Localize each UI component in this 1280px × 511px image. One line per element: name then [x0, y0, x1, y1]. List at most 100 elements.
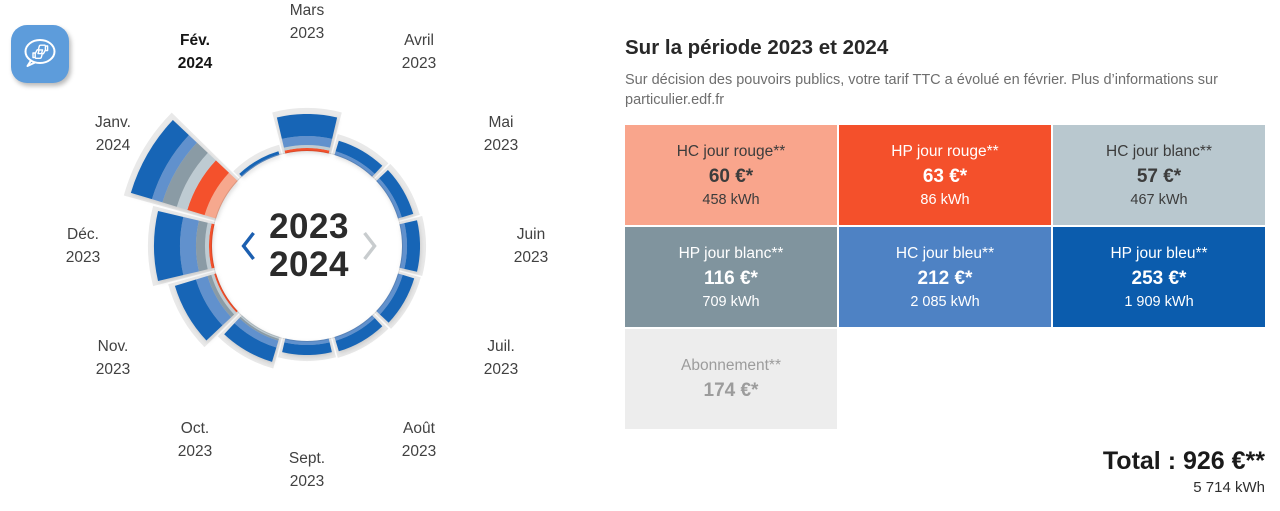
month-wedge-dec-2023[interactable] — [153, 211, 215, 281]
band-hp-jour-rouge — [284, 148, 330, 154]
period-label: 2023 2024 — [269, 208, 349, 284]
tile-label: Abonnement** — [681, 356, 781, 374]
month-year: 2023 — [95, 361, 131, 378]
month-name: Avril — [404, 32, 434, 49]
wheel-inner-edge — [211, 150, 403, 342]
month-wedge-juin-2023[interactable] — [399, 220, 420, 272]
tile-energy: 458 kWh — [702, 191, 760, 208]
band-hp-jour-bleu — [153, 211, 184, 281]
tariff-grid: HC jour rouge** 60 €* 458 kWh HP jour rouge… — [625, 125, 1265, 429]
tile-label: HP jour blanc** — [678, 244, 784, 262]
month-year: 2023 — [65, 249, 101, 266]
band-hp-jour-bleu — [174, 279, 223, 341]
band-hp-jour-bleu — [224, 323, 277, 362]
band-hc-jour-bleu — [399, 223, 408, 269]
band-hc-jour-bleu — [334, 315, 375, 341]
tile-label: HP jour bleu** — [1110, 244, 1208, 262]
band-hp-jour-bleu — [379, 170, 414, 218]
panel-title: Sur la période 2023 et 2024 — [625, 36, 889, 59]
month-label-dec-2023: Déc. 2023 — [66, 223, 100, 269]
band-hc-jour-blanc — [176, 152, 216, 210]
band-hp-jour-bleu — [282, 342, 332, 355]
consumption-wheel-svg — [123, 108, 427, 369]
period-selector: 2023 2024 — [240, 208, 378, 284]
tariff-evolution-note: Sur décision des pouvoirs publics, votre… — [625, 72, 1218, 108]
thumbs-feedback-icon — [19, 33, 61, 75]
tile-hc-jour-rouge: HC jour rouge** 60 €* 458 kWh — [625, 125, 837, 225]
total-amount: Total : 926 €** — [1102, 447, 1265, 475]
next-period-button[interactable] — [362, 230, 378, 262]
tile-hp-jour-rouge: HP jour rouge** 63 €* 86 kWh — [839, 125, 1051, 225]
month-wedge-juil-2023[interactable] — [376, 273, 415, 323]
month-name: Sept. — [288, 450, 326, 467]
month-label-mai-2023: Mai 2023 — [484, 111, 518, 157]
month-wedge-nov-2023[interactable] — [174, 273, 238, 341]
month-label-oct-2023: Oct. 2023 — [178, 417, 212, 463]
tile-value: 253 €* — [1131, 267, 1187, 289]
band-hc-jour-bleu — [151, 135, 197, 203]
month-name: Août — [403, 420, 435, 437]
band-hp-jour-blanc — [195, 220, 208, 272]
month-year: 2023 — [177, 443, 213, 460]
band-hp-jour-bleu — [335, 318, 383, 352]
month-wedge-mai-2023[interactable] — [376, 170, 414, 219]
month-wedge-avril-2023[interactable] — [334, 140, 383, 177]
band-hp-jour-bleu — [276, 114, 338, 139]
tile-value: 116 €* — [704, 267, 758, 289]
month-wedge-janv-2024[interactable] — [130, 120, 238, 219]
tile-abonnement: Abonnement** 174 €* — [625, 329, 837, 429]
band-hp-jour-blanc — [239, 316, 279, 341]
band-hc-jour-blanc — [240, 315, 280, 339]
month-year: 2024 — [95, 137, 131, 154]
tile-value: 57 €* — [1136, 165, 1182, 187]
band-hc-jour-bleu — [376, 178, 402, 219]
month-wedge-aout-2023[interactable] — [334, 315, 383, 352]
month-wedge-sept-2023[interactable] — [282, 338, 332, 355]
tile-value: 212 €* — [917, 267, 973, 289]
month-wedge-mars-2023[interactable] — [276, 114, 338, 154]
month-name: Oct. — [180, 420, 210, 437]
month-label-fev-2024: Fév. 2024 — [178, 29, 212, 75]
feedback-button[interactable] — [11, 25, 69, 83]
month-wedge-fev-2024[interactable] — [239, 151, 280, 177]
consumption-wheel: 2023 2024 Mars 2023 Avril 2023 Mai 2023 Juin 20… — [0, 0, 600, 511]
month-name: Nov. — [97, 338, 129, 355]
total-energy: 5 714 kWh — [1193, 479, 1265, 496]
band-hp-jour-bleu — [404, 220, 420, 272]
band-hc-jour-bleu — [334, 151, 375, 177]
band-hp-jour-blanc — [162, 142, 208, 207]
band-hp-jour-bleu — [335, 140, 383, 174]
tile-hp-jour-blanc: HP jour blanc** 116 €* 709 kWh — [625, 227, 837, 327]
month-name: Mai — [488, 114, 514, 131]
period-breakdown-panel: Sur la période 2023 et 2024 Sur décision… — [625, 36, 1265, 496]
band-hp-jour-rouge — [209, 223, 215, 269]
month-name: Juin — [516, 226, 546, 243]
month-label-juin-2023: Juin 2023 — [514, 223, 548, 269]
period-year-2: 2024 — [269, 245, 349, 284]
band-hp-jour-bleu — [379, 274, 415, 323]
month-label-mars-2023: Mars 2023 — [290, 0, 324, 45]
month-label-janv-2024: Janv. 2024 — [95, 111, 131, 157]
tile-hc-jour-bleu: HC jour bleu** 212 €* 2 085 kWh — [839, 227, 1051, 327]
month-name: Déc. — [67, 226, 99, 243]
band-hp-jour-bleu — [239, 151, 280, 177]
month-name: Mars — [289, 2, 325, 19]
month-year: 2023 — [401, 55, 437, 72]
month-label-nov-2023: Nov. 2023 — [96, 335, 130, 381]
month-wedge-oct-2023[interactable] — [224, 315, 280, 362]
tile-value: 174 €* — [703, 379, 759, 401]
month-year: 2023 — [401, 443, 437, 460]
month-year: 2024 — [177, 55, 213, 72]
month-name: Juil. — [487, 338, 515, 355]
band-hc-jour-blanc — [211, 274, 237, 315]
tile-hp-jour-bleu: HP jour bleu** 253 €* 1 909 kWh — [1053, 227, 1265, 327]
tile-energy: 1 909 kWh — [1124, 293, 1194, 310]
month-label-juil-2023: Juil. 2023 — [484, 335, 518, 381]
band-hc-jour-blanc — [283, 145, 331, 151]
month-year: 2023 — [289, 473, 325, 490]
tile-energy: 2 085 kWh — [910, 293, 980, 310]
tile-label: HC jour blanc** — [1106, 142, 1212, 160]
band-hc-jour-rouge — [204, 172, 238, 219]
previous-period-button[interactable] — [240, 230, 256, 262]
band-hc-jour-bleu — [284, 338, 330, 345]
